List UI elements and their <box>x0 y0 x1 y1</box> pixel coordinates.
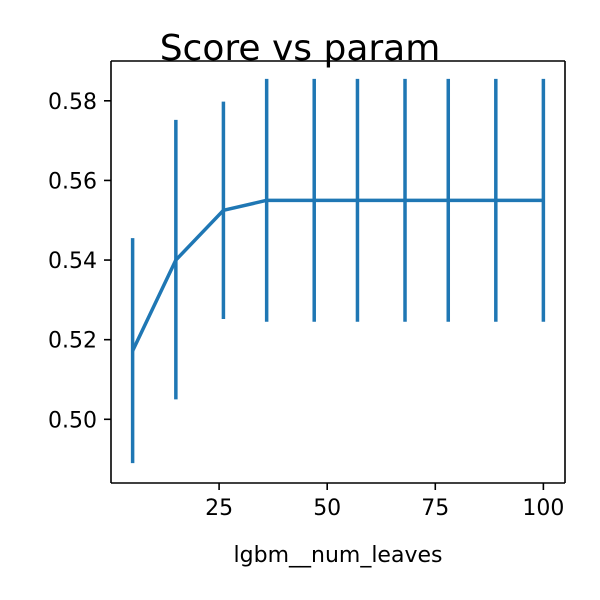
data-point <box>312 198 316 202</box>
x-tick-label: 100 <box>522 496 564 521</box>
series-line <box>131 198 544 352</box>
data-point <box>221 208 225 212</box>
data-point <box>541 198 545 202</box>
data-point <box>174 258 178 262</box>
x-tick-label: 25 <box>205 496 233 521</box>
axes <box>110 60 566 484</box>
ticks: 25 50 75 100 0.50 0.52 0.54 0.56 0.58 <box>48 90 564 521</box>
x-axis-label: lgbm__num_leaves <box>234 543 443 568</box>
y-tick-label: 0.50 <box>48 408 97 433</box>
x-tick-label: 75 <box>421 496 449 521</box>
data-point <box>403 198 407 202</box>
data-point <box>446 198 450 202</box>
chart-marks <box>130 78 546 464</box>
data-point <box>355 198 359 202</box>
plot-area <box>111 61 565 483</box>
y-tick-label: 0.58 <box>48 90 97 115</box>
x-tick-label: 50 <box>313 496 341 521</box>
chart-title: Score vs param <box>160 28 441 69</box>
y-tick-label: 0.52 <box>48 329 97 354</box>
data-point <box>265 198 269 202</box>
y-tick-label: 0.56 <box>48 169 97 194</box>
data-point <box>494 198 498 202</box>
y-tick-label: 0.54 <box>48 249 97 274</box>
data-point <box>131 349 135 353</box>
